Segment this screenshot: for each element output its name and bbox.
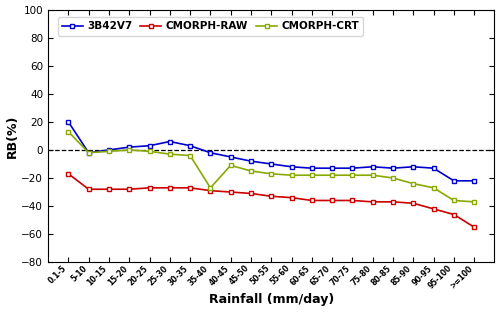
Legend: 3B42V7, CMORPH-RAW, CMORPH-CRT: 3B42V7, CMORPH-RAW, CMORPH-CRT (58, 17, 363, 36)
X-axis label: Rainfall (mm/day): Rainfall (mm/day) (208, 294, 334, 306)
Y-axis label: RB(%): RB(%) (6, 114, 18, 158)
